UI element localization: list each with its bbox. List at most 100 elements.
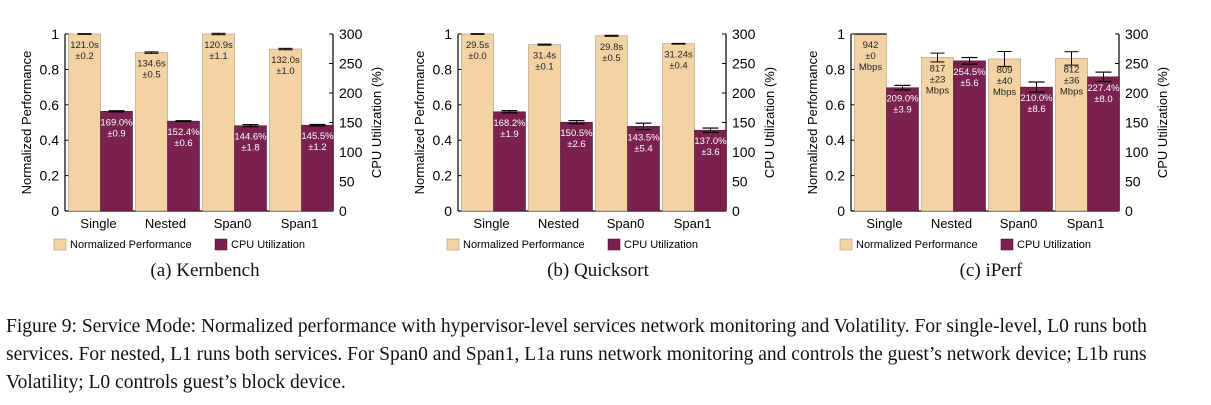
y-tick-label-right: 100: [1125, 144, 1149, 160]
data-label-cpu: 144.6%: [234, 132, 267, 143]
y-axis-title-right: CPU Utilization (%): [762, 67, 777, 178]
subcaption-iperf: (c) iPerf: [959, 260, 1023, 281]
y-tick-label-right: 250: [1125, 56, 1149, 72]
bar-normalized-performance: [595, 35, 628, 212]
data-label-performance: 121.0s: [70, 40, 99, 51]
y-tick-label-left: 0.8: [826, 61, 846, 77]
data-label-performance: 817: [930, 64, 946, 75]
chart-quicksort: 0 0.2 0.4 0.6 0.8 1 0 50 100 150 200 250 300 Normaliz…: [412, 26, 777, 251]
y-tick-label-left: 0.8: [40, 61, 60, 77]
data-label-cpu: ±1.8: [241, 143, 259, 154]
y-axis-title-left: Normalized Performance: [805, 51, 820, 195]
y-tick-label-left: 0: [51, 203, 59, 219]
legend-swatch-performance: [446, 238, 460, 251]
y-tick-label-left: 0.2: [433, 168, 453, 184]
legend-label-cpu: CPU Utilization: [624, 239, 698, 251]
y-tick-label-right: 250: [732, 56, 756, 72]
y-tick-label-right: 150: [732, 115, 756, 131]
data-label-cpu: 137.0%: [694, 136, 727, 147]
y-tick-label-right: 300: [339, 26, 363, 42]
y-tick-label-right: 250: [339, 56, 363, 72]
y-axis-title-left: Normalized Performance: [19, 51, 34, 195]
charts-row: 0 0.2 0.4 0.6 0.8 1 0 50 100 150 200 250 300 Normaliz…: [10, 22, 1170, 307]
y-tick-label-right: 0: [1125, 203, 1133, 219]
data-label-cpu: ±3.6: [701, 147, 719, 158]
legend-swatch-cpu: [214, 238, 228, 251]
bar-normalized-performance: [988, 58, 1021, 212]
y-tick-label-right: 0: [339, 203, 347, 219]
figure-caption: Figure 9: Service Mode: Normalized perfo…: [6, 316, 1147, 393]
data-label-performance: 31.24s: [664, 50, 693, 61]
data-label-performance: ±0.5: [142, 70, 160, 81]
y-tick-label-left: 0.8: [433, 61, 453, 77]
bar-cpu-utilization: [694, 129, 727, 212]
data-label-cpu: ±1.2: [308, 142, 326, 153]
bar-normalized-performance: [1055, 58, 1088, 212]
y-tick-label-left: 0.6: [433, 97, 453, 113]
data-label-cpu: ±0.9: [107, 128, 125, 139]
bar-normalized-performance: [269, 48, 302, 212]
y-axis-title-right: CPU Utilization (%): [369, 67, 384, 178]
data-label-cpu: 209.0%: [886, 94, 919, 105]
chart-kernbench: 0 0.2 0.4 0.6 0.8 1 0 50 100 150 200 250 300 Normaliz…: [19, 26, 384, 251]
subcaption-quicksort: (b) Quicksort: [547, 260, 649, 281]
data-label-cpu: 227.4%: [1087, 83, 1120, 94]
legend-label-performance: Normalized Performance: [70, 239, 192, 251]
bar-normalized-performance: [528, 44, 561, 212]
x-tick-label: Span0: [607, 216, 645, 231]
x-tick-label: Span1: [281, 216, 319, 231]
chart-panel-kernbench: 0 0.2 0.4 0.6 0.8 1 0 50 100 150 200 250 300 Normaliz…: [10, 22, 400, 307]
bar-cpu-utilization: [1020, 86, 1053, 212]
y-tick-label-right: 200: [339, 85, 363, 101]
data-label-cpu: 168.2%: [493, 118, 526, 129]
data-label-performance: 134.6s: [137, 59, 166, 70]
y-axis-title-left: Normalized Performance: [412, 51, 427, 195]
bar-normalized-performance: [68, 33, 101, 212]
bar-cpu-utilization: [1087, 76, 1120, 212]
data-label-performance: ±40: [997, 76, 1013, 87]
data-label-cpu: 143.5%: [627, 132, 660, 143]
data-label-cpu: 150.5%: [560, 128, 593, 139]
y-tick-label-right: 100: [339, 144, 363, 160]
legend-label-cpu: CPU Utilization: [231, 239, 305, 251]
data-label-performance: ±1.0: [276, 66, 294, 77]
y-tick-label-left: 0.4: [826, 132, 846, 148]
y-tick-label-left: 0.6: [40, 97, 60, 113]
legend-swatch-cpu: [1000, 238, 1014, 251]
x-tick-label: Span0: [1000, 216, 1038, 231]
legend-swatch-performance: [53, 238, 67, 251]
chart-iperf: 0 0.2 0.4 0.6 0.8 1 0 50 100 150 200 250 300 Normaliz…: [805, 26, 1170, 251]
data-label-performance: ±0.0: [468, 51, 486, 62]
data-label-cpu: 210.0%: [1020, 93, 1053, 104]
data-label-cpu: 152.4%: [167, 127, 200, 138]
y-tick-label-left: 0: [444, 203, 452, 219]
x-tick-label: Single: [80, 216, 116, 231]
x-tick-label: Nested: [538, 216, 579, 231]
data-label-cpu: ±2.6: [567, 139, 585, 150]
bar-normalized-performance: [461, 33, 494, 212]
data-label-performance: 120.9s: [204, 40, 233, 51]
y-tick-label-right: 200: [1125, 85, 1149, 101]
legend-label-performance: Normalized Performance: [463, 239, 585, 251]
bar-cpu-utilization: [560, 121, 593, 212]
bar-cpu-utilization: [953, 60, 986, 212]
x-tick-label: Span0: [214, 216, 252, 231]
bar-normalized-performance: [202, 33, 235, 212]
y-tick-label-right: 50: [1125, 174, 1141, 190]
bar-normalized-performance: [135, 52, 168, 212]
data-label-performance: 812: [1064, 64, 1080, 75]
y-tick-label-right: 50: [339, 174, 355, 190]
data-label-cpu: 169.0%: [100, 117, 133, 128]
data-label-performance: Mbps: [993, 87, 1016, 98]
legend-label-cpu: CPU Utilization: [1017, 239, 1091, 251]
bar-normalized-performance: [921, 57, 954, 212]
data-label-cpu: ±8.0: [1094, 94, 1112, 105]
bar-cpu-utilization: [100, 111, 133, 212]
data-label-performance: 132.0s: [271, 55, 300, 66]
bar-cpu-utilization: [627, 126, 660, 212]
y-tick-label-right: 300: [732, 26, 756, 42]
y-tick-label-left: 0.2: [40, 168, 60, 184]
y-tick-label-right: 150: [339, 115, 363, 131]
y-axis-title-right: CPU Utilization (%): [1155, 67, 1170, 178]
y-tick-label-left: 0.4: [433, 132, 453, 148]
